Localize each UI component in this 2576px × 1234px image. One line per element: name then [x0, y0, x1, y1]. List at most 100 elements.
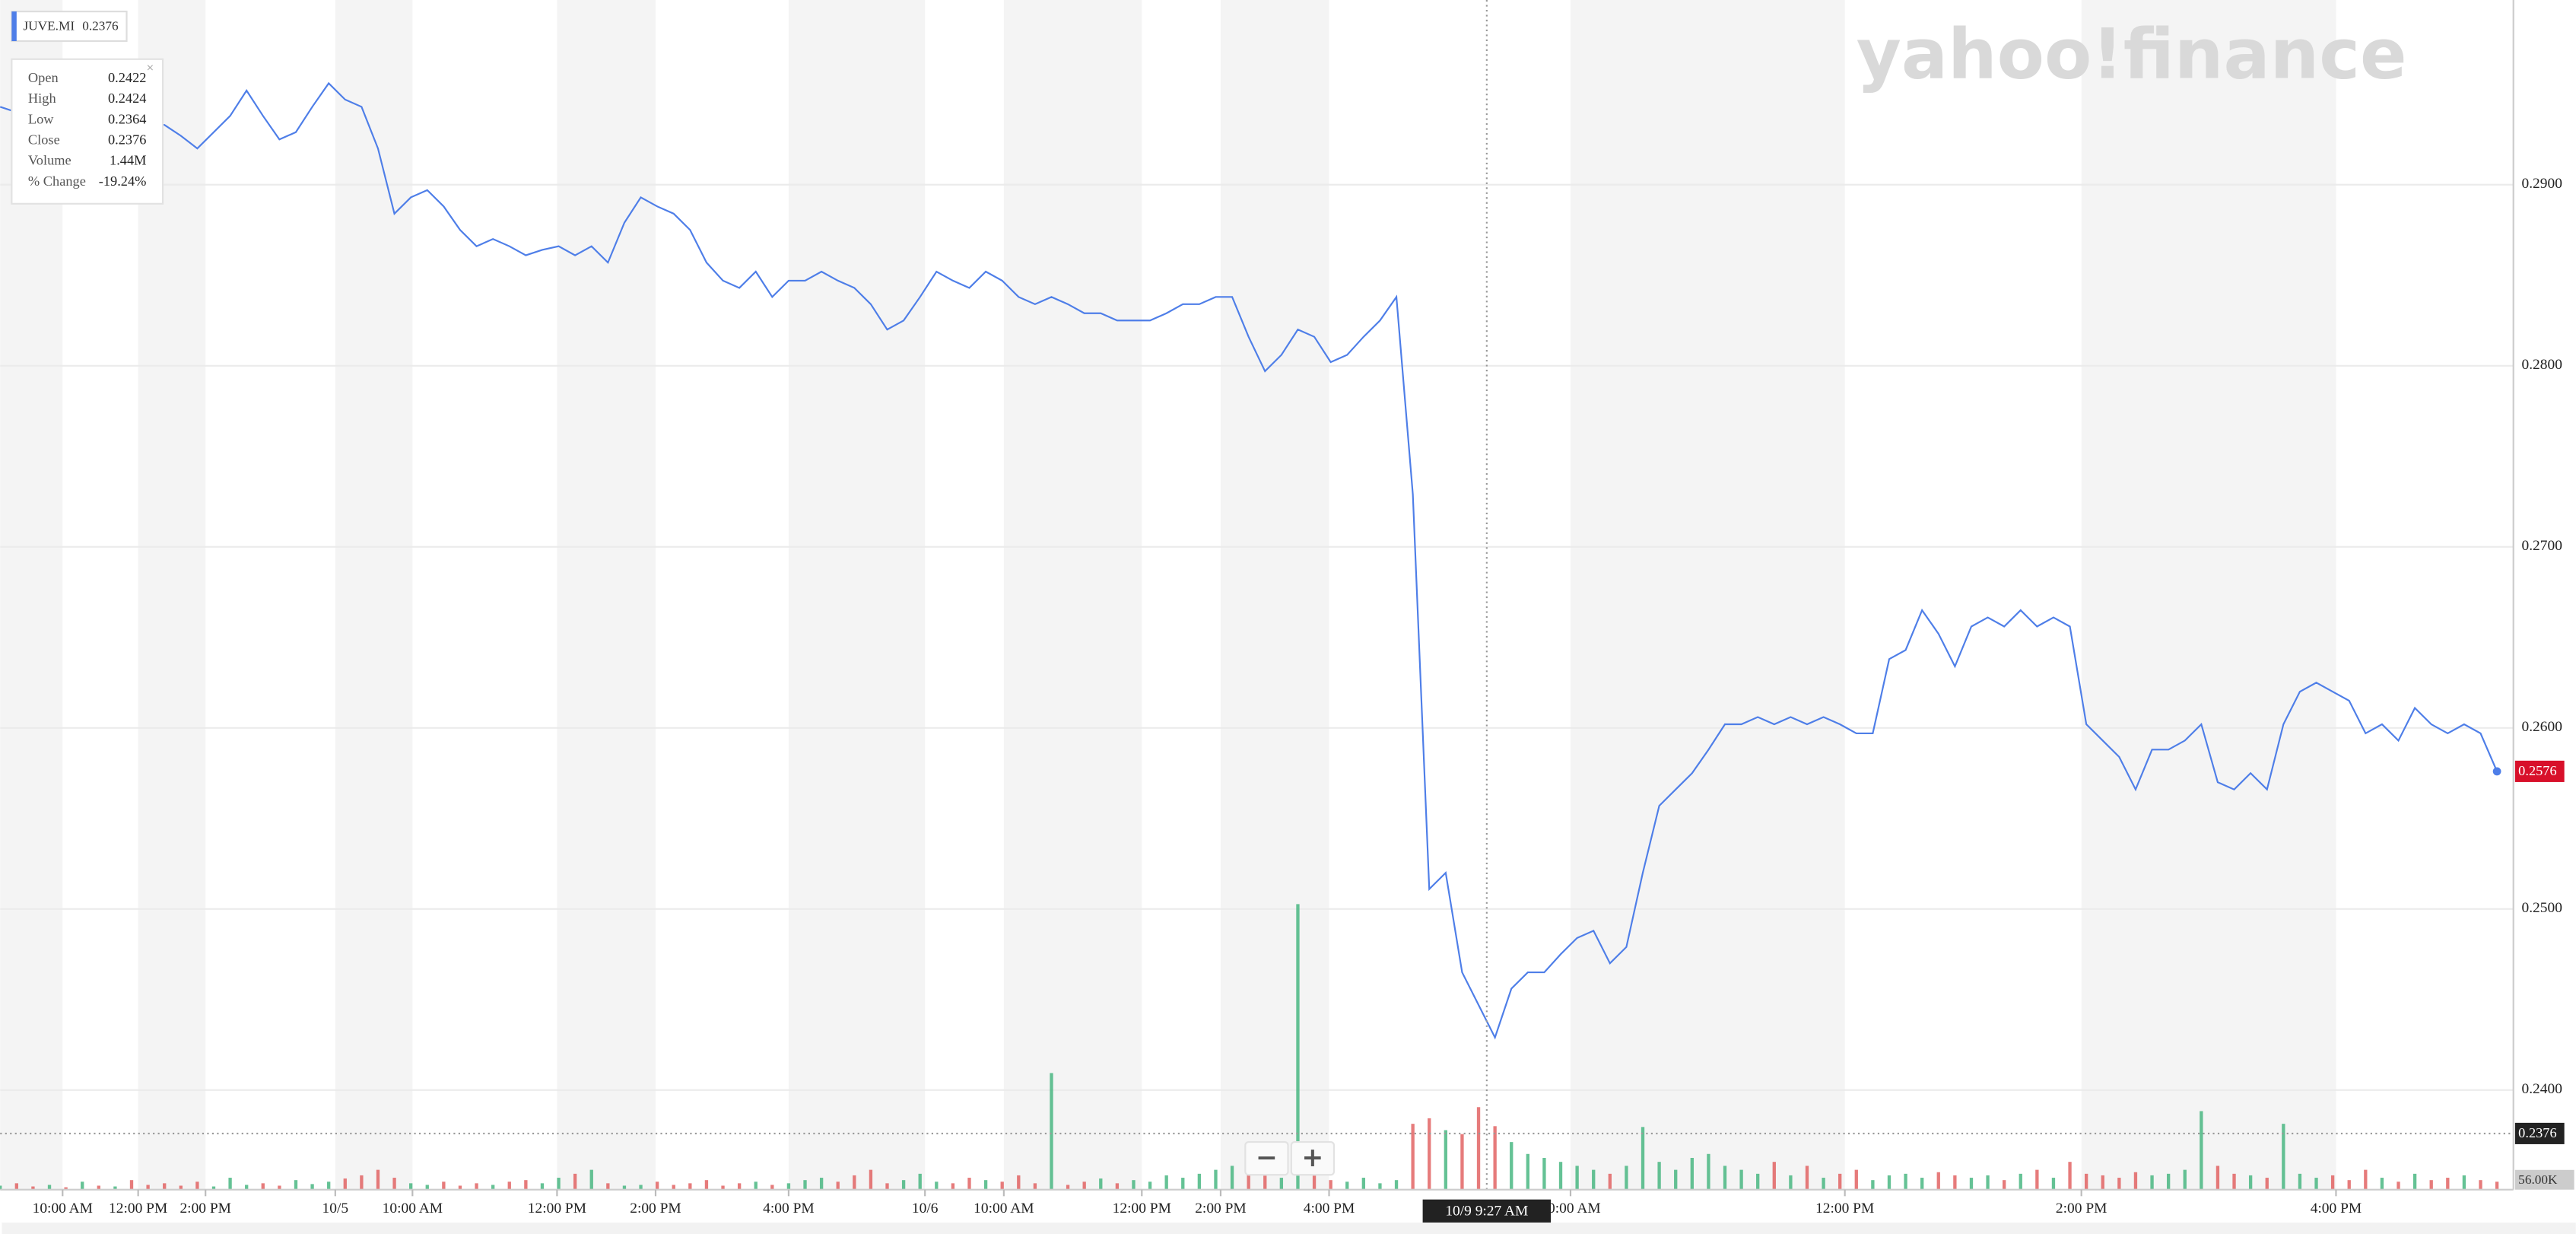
volume-bar	[1312, 1173, 1317, 1190]
volume-bar	[1608, 1173, 1612, 1190]
x-tick-label: 4:00 PM	[763, 1201, 814, 1217]
x-tick-label: 12:00 PM	[1113, 1201, 1171, 1217]
volume-bar	[2380, 1178, 2384, 1190]
volume-bar	[245, 1185, 249, 1190]
volume-bar	[901, 1180, 906, 1190]
volume-bar	[2347, 1180, 2351, 1190]
volume-bar	[754, 1182, 758, 1190]
zoom-controls: − +	[1244, 1140, 1336, 1176]
volume-bar	[524, 1180, 528, 1190]
volume-bar	[1641, 1127, 1645, 1190]
volume-bar	[1838, 1173, 1842, 1190]
volume-bar	[836, 1182, 840, 1190]
volume-bar	[1230, 1166, 1234, 1190]
volume-label: 56.00K	[2518, 1172, 2558, 1187]
volume-bar	[2265, 1178, 2269, 1190]
volume-bar	[1526, 1153, 1529, 1190]
volume-bar	[1099, 1178, 1103, 1190]
logo: yahoo!finance	[1857, 15, 2407, 95]
volume-bar	[589, 1169, 593, 1190]
volume-bar	[1164, 1175, 1168, 1190]
tooltip-value: 0.2376	[108, 132, 146, 148]
badge-box	[11, 11, 128, 43]
session-band	[2081, 0, 2336, 1190]
volume-bar	[1345, 1182, 1349, 1190]
volume-bar	[294, 1180, 298, 1190]
x-tick-label: 4:00 PM	[2311, 1201, 2362, 1217]
volume-bar	[146, 1185, 150, 1190]
volume-bar	[2314, 1178, 2318, 1190]
x-tick-label: 2:00 PM	[1195, 1201, 1246, 1217]
x-tick-label: 12:00 PM	[528, 1201, 586, 1217]
volume-bar	[327, 1182, 331, 1190]
volume-label-box	[2514, 1169, 2574, 1190]
volume-bar	[2117, 1178, 2121, 1190]
volume-bar	[1444, 1130, 1447, 1190]
grid	[0, 183, 2514, 1091]
x-tick-label: 12:00 PM	[109, 1201, 167, 1217]
volume-bar	[14, 1183, 18, 1190]
x-tick-label: 10:00 AM	[33, 1201, 93, 1217]
zoom-button[interactable]	[1244, 1140, 1289, 1176]
volume-bar	[47, 1185, 52, 1190]
volume-bar	[1082, 1182, 1086, 1190]
volume-bar	[409, 1183, 413, 1190]
volume-bar	[885, 1183, 889, 1190]
volume-bar	[1936, 1172, 1940, 1190]
zoom-button-label[interactable]: +	[1301, 1143, 1323, 1173]
volume-bar	[2495, 1182, 2499, 1190]
volume-bar	[360, 1175, 364, 1190]
volume-bar	[1263, 1173, 1267, 1190]
volume-bar	[1000, 1182, 1004, 1190]
volume-bar	[1690, 1157, 1694, 1190]
volume-bar	[1887, 1175, 1892, 1190]
volume-bar	[1805, 1166, 1809, 1190]
last-price-label: 0.2576	[2518, 763, 2556, 778]
volume-bar	[983, 1180, 988, 1190]
volume-bar	[803, 1180, 807, 1190]
zoom-button[interactable]	[1290, 1140, 1336, 1176]
volume-bar	[1476, 1107, 1481, 1190]
volume-bar	[951, 1183, 955, 1190]
volume-bar	[1428, 1118, 1431, 1190]
tooltip-box	[11, 58, 164, 205]
tooltip-close[interactable]: ×	[146, 61, 154, 75]
volume-bar	[2397, 1182, 2400, 1190]
volume-bar	[1279, 1178, 1284, 1190]
volume-bar	[458, 1185, 462, 1190]
volume-bar	[1132, 1180, 1136, 1190]
volume-bar	[2051, 1178, 2056, 1190]
volume-bar	[2019, 1173, 2022, 1190]
crosshair-price-label: 0.2376	[2518, 1125, 2556, 1140]
volume-bar	[639, 1185, 643, 1190]
zoom-button-label[interactable]: −	[1256, 1143, 1278, 1173]
volume-bar	[2330, 1175, 2335, 1190]
tooltip-label: % Change	[28, 173, 86, 189]
volume-bar	[606, 1183, 610, 1190]
tooltip-label: Open	[28, 70, 59, 85]
crosshair-time-box	[1422, 1199, 1552, 1223]
volume-bar	[1329, 1180, 1332, 1190]
volume-bar	[2150, 1175, 2154, 1190]
volume-bar	[1904, 1173, 1907, 1190]
x-tick-label: 10:00 AM	[1540, 1201, 1600, 1217]
y-tick-label: 0.2700	[2522, 538, 2562, 554]
y-tick-label: 0.2900	[2522, 176, 2562, 192]
volume-bar	[1181, 1178, 1185, 1190]
volume-bar	[1657, 1162, 1661, 1190]
volume-bar	[113, 1186, 117, 1190]
volume-bars	[0, 904, 2499, 1190]
volume-bar	[1148, 1182, 1152, 1190]
volume-bar	[2248, 1175, 2253, 1190]
y-tick-label: 0.2400	[2522, 1081, 2562, 1097]
badge-symbol: JUVE.MI	[23, 19, 75, 33]
volume-bar	[2479, 1180, 2482, 1190]
tooltip-label: Low	[28, 111, 54, 126]
y-tick-label: 0.2500	[2522, 900, 2562, 916]
volume-bar	[935, 1182, 939, 1190]
volume-bar	[31, 1186, 35, 1190]
volume-bar	[2232, 1173, 2236, 1190]
volume-bar	[1361, 1178, 1366, 1190]
